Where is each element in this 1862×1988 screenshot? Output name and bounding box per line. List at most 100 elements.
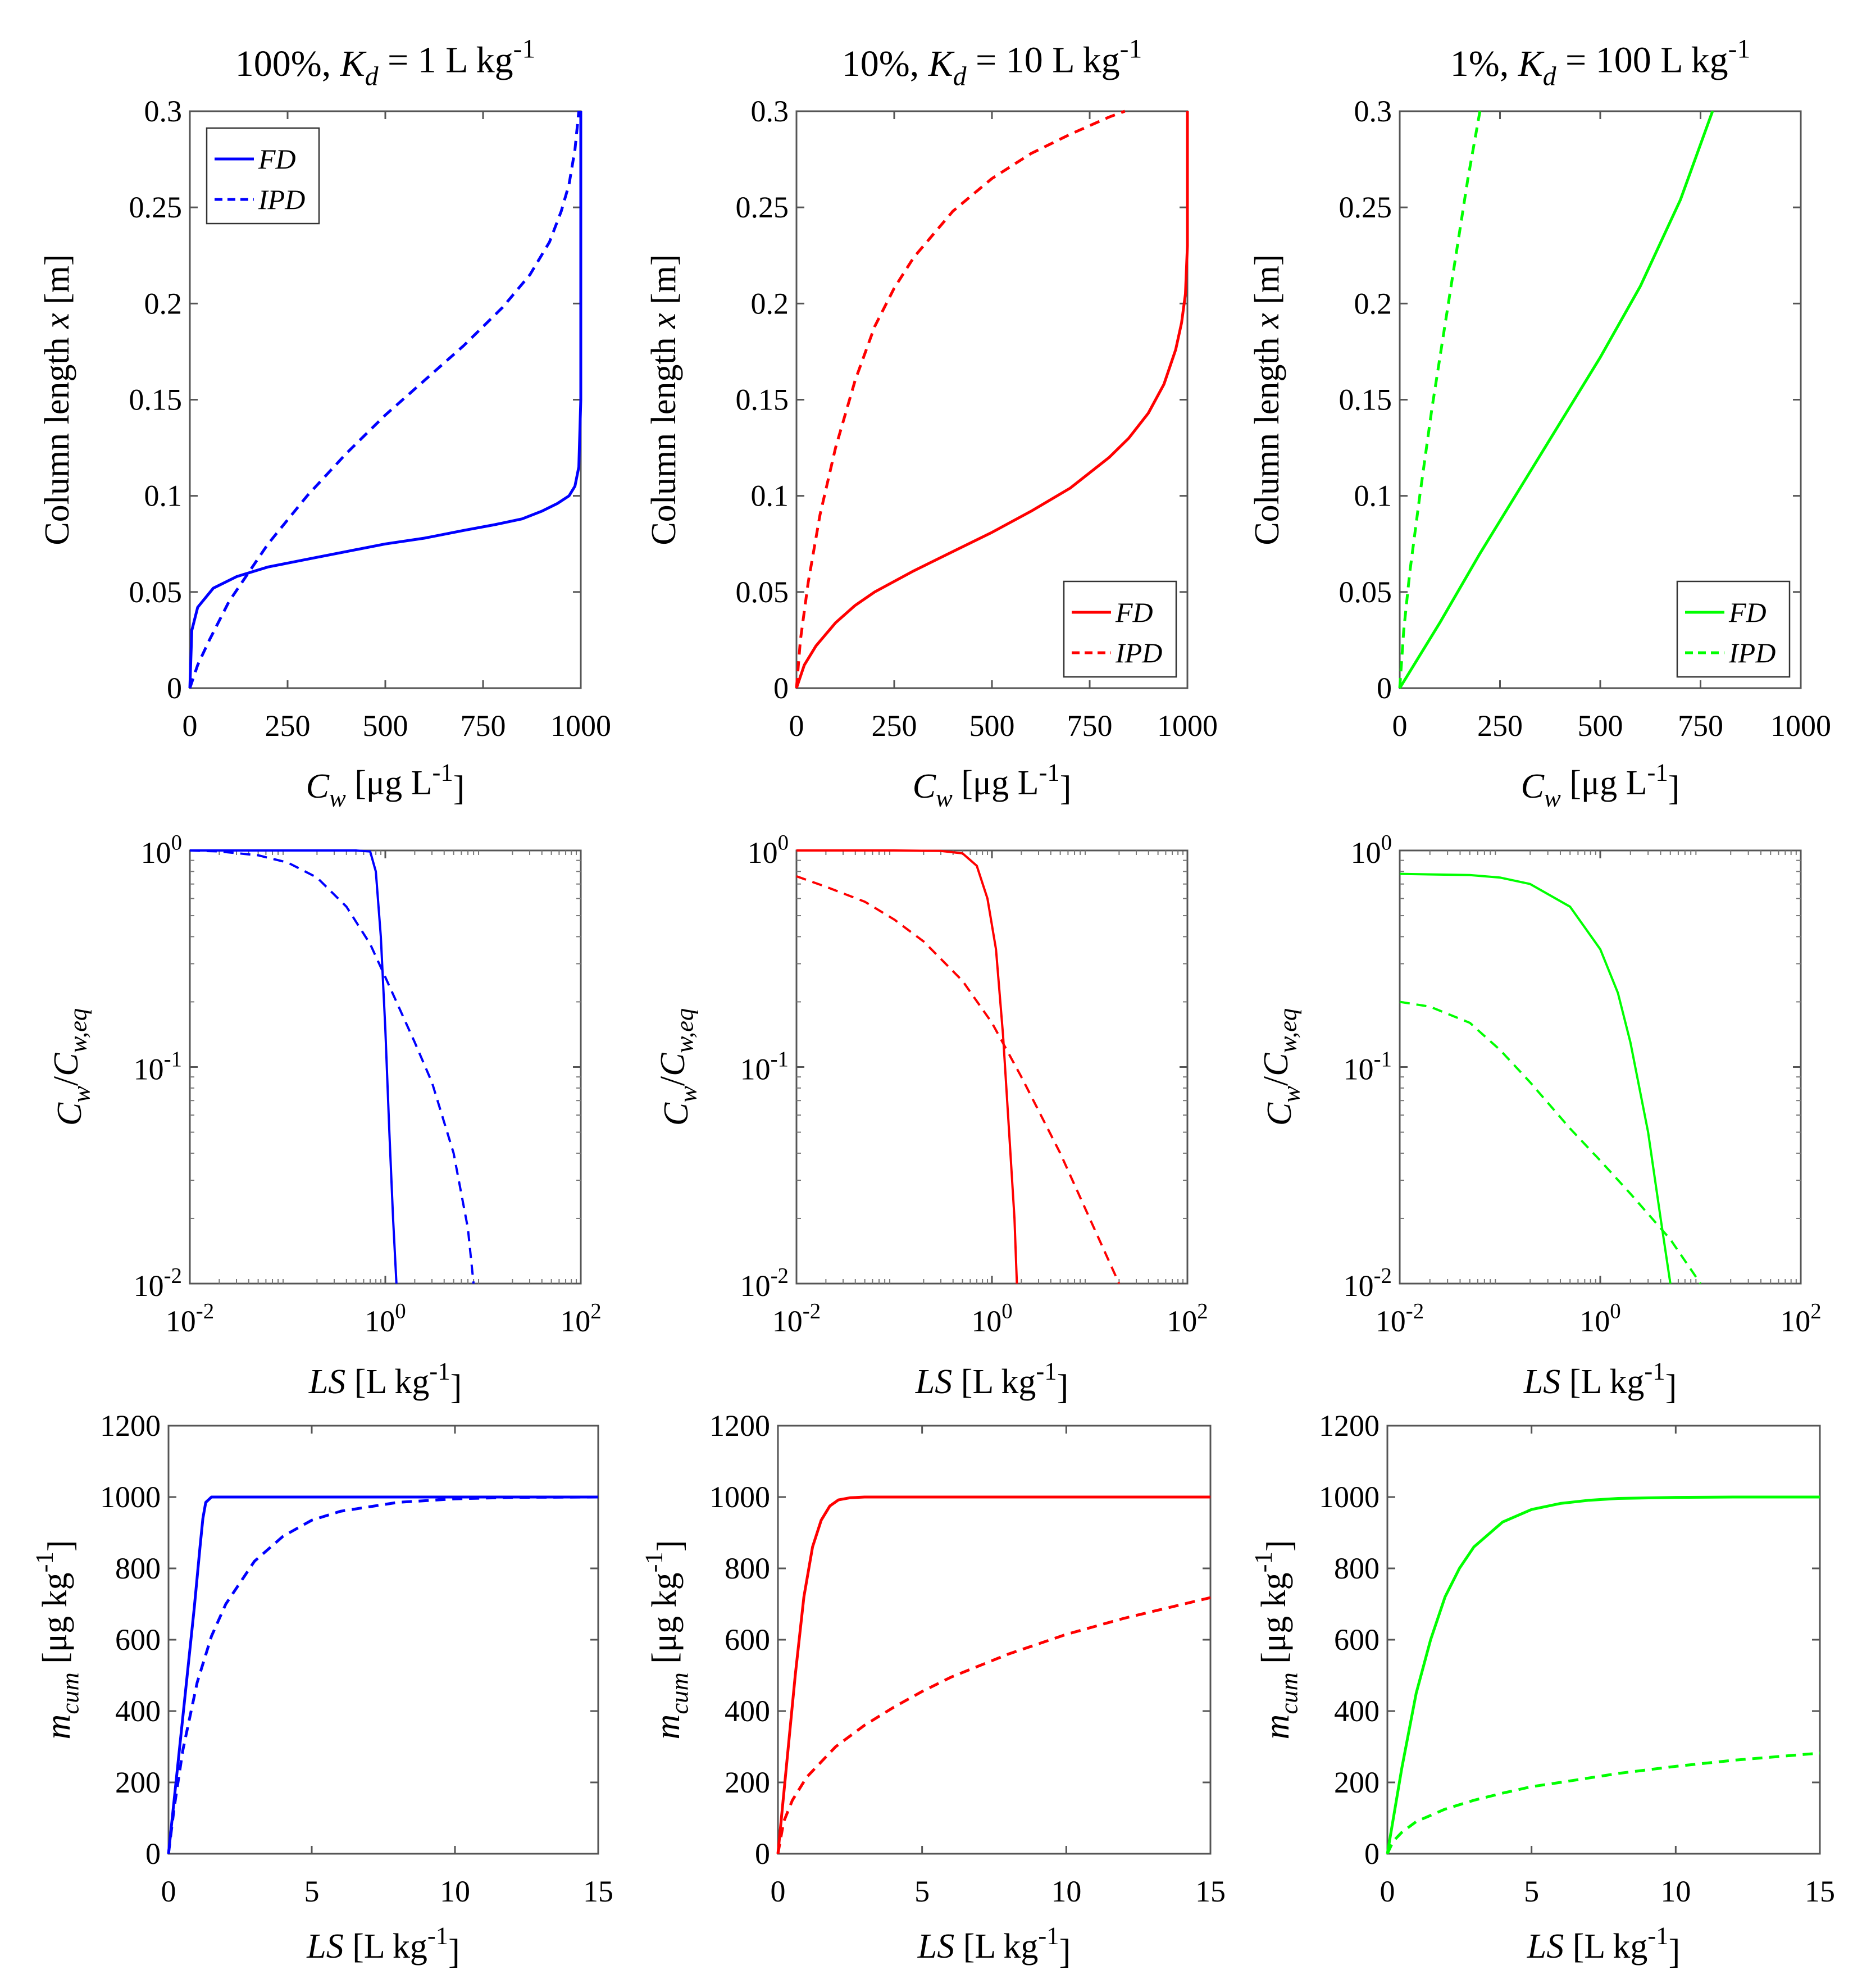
y-axis-label: mcum [μg kg-1] xyxy=(30,1540,84,1740)
x-tick-label: 10-2 xyxy=(772,1299,821,1338)
x-tick-label: 5 xyxy=(914,1875,930,1908)
axes-frame xyxy=(167,1425,599,1855)
series-line-ipd xyxy=(796,875,1121,1284)
axes-frame xyxy=(1386,1425,1821,1855)
panel-row2-col2: 10-2 100 102 10-2 10-1 100 LS [L kg-1] Cw/Cw,eq xyxy=(654,831,1208,1407)
y-tick-label: 0.05 xyxy=(1339,575,1392,609)
x-axis-label: Cw [μg L-1] xyxy=(913,758,1072,812)
y-tick-label: 1000 xyxy=(709,1480,770,1514)
y-tick-label: 400 xyxy=(115,1694,161,1728)
x-axis-label: Cw [μg L-1] xyxy=(306,758,465,812)
y-tick-label: 800 xyxy=(1334,1552,1380,1585)
axes-frame xyxy=(777,1425,1212,1855)
x-tick-label: 102 xyxy=(1167,1299,1208,1338)
legend-label-ipd: IPD xyxy=(1115,637,1162,668)
y-tick-label: 0 xyxy=(755,1837,770,1871)
x-tick-label: 1000 xyxy=(1157,709,1218,743)
y-tick-label: 100 xyxy=(141,831,182,870)
series-line-ipd xyxy=(1399,1000,1702,1285)
x-tick-label: 5 xyxy=(304,1875,320,1908)
y-tick-label: 0.05 xyxy=(736,575,789,609)
x-tick-label: 500 xyxy=(1578,709,1623,743)
x-tick-label: 250 xyxy=(1477,709,1523,743)
y-tick-label: 600 xyxy=(725,1623,770,1657)
x-tick-label: 100 xyxy=(365,1299,406,1338)
y-tick-label: 100 xyxy=(748,831,789,870)
legend-box xyxy=(1063,580,1177,678)
panel-row1-col3: 0 250 500 750 1000 0 0.05 0.1 0.15 0.2 0.25 0.3 1%, … xyxy=(1248,34,1831,812)
y-tick-label: 0.25 xyxy=(129,190,183,224)
y-tick-label: 100 xyxy=(1351,831,1392,870)
y-tick-label: 800 xyxy=(115,1552,161,1585)
y-tick-label: 10-1 xyxy=(1344,1047,1392,1086)
y-tick-label: 0.1 xyxy=(144,479,183,513)
x-tick-label: 500 xyxy=(363,709,408,743)
series-line-fd xyxy=(1399,872,1672,1284)
x-tick-label: 10-2 xyxy=(1376,1299,1424,1338)
series-line-fd xyxy=(796,849,1018,1284)
x-tick-label: 100 xyxy=(1579,1299,1620,1338)
series-line-ipd xyxy=(1386,1752,1820,1855)
y-tick-label: 0.15 xyxy=(129,383,183,417)
x-tick-label: 1000 xyxy=(1770,709,1831,743)
x-axis-label: Cw [μg L-1] xyxy=(1521,758,1680,812)
legend-label-fd: FD xyxy=(258,143,296,175)
x-tick-label: 500 xyxy=(969,709,1015,743)
panel-title: 10%, Kd = 10 L kg-1 xyxy=(842,34,1142,91)
x-tick-label: 10 xyxy=(1051,1875,1081,1908)
x-tick-label: 0 xyxy=(789,709,804,743)
y-tick-label: 200 xyxy=(725,1766,770,1799)
panel-row2-col1: 10-2 100 102 10-2 10-1 100 LS [L kg-1] Cw/Cw,eq xyxy=(47,831,602,1407)
legend-box xyxy=(206,127,320,225)
panel-title: 100%, Kd = 1 L kg-1 xyxy=(235,34,535,91)
legend-label-ipd: IPD xyxy=(1728,637,1775,668)
y-tick-label: 200 xyxy=(115,1766,161,1799)
x-axis-label: LS [L kg-1] xyxy=(915,1357,1069,1406)
legend-box xyxy=(1676,580,1791,678)
x-axis-label: LS [L kg-1] xyxy=(1523,1357,1677,1406)
panel-row1-col1: 0 250 500 750 1000 0 0.05 0.1 0.15 0.2 0.25 0.3 100%… xyxy=(38,34,611,812)
series-line-fd xyxy=(167,1495,598,1854)
series-line-fd xyxy=(776,1495,1210,1854)
y-tick-label: 10-1 xyxy=(134,1047,182,1086)
series-line-ipd xyxy=(776,1596,1211,1854)
y-tick-label: 0.05 xyxy=(129,575,183,609)
y-tick-label: 0.2 xyxy=(751,286,789,320)
y-tick-label: 0.3 xyxy=(751,94,789,128)
series-line-fd xyxy=(190,849,398,1284)
y-tick-label: 1000 xyxy=(1319,1480,1380,1514)
x-tick-label: 250 xyxy=(265,709,311,743)
y-axis-label: Column length x [m] xyxy=(645,254,683,545)
y-tick-label: 0.3 xyxy=(144,94,183,128)
y-tick-label: 10-1 xyxy=(740,1047,789,1086)
y-axis-label: mcum [μg kg-1] xyxy=(1249,1540,1303,1740)
x-tick-label: 15 xyxy=(1195,1875,1226,1908)
panel-row3-col2: 0 5 10 15 0 200 400 600 800 1000 1200 LS [L kg-1] mc… xyxy=(639,1409,1226,1971)
x-axis-label: LS [L kg-1] xyxy=(917,1921,1071,1971)
series-line-ipd xyxy=(1398,111,1482,689)
legend: FD IPD xyxy=(1063,580,1177,678)
y-axis-label: Cw/Cw,eq xyxy=(1257,1008,1305,1126)
y-axis-label: Column length x [m] xyxy=(38,254,76,545)
panel-row3-col3: 0 5 10 15 0 200 400 600 800 1000 1200 LS [L kg-1] mc… xyxy=(1249,1409,1835,1971)
x-tick-label: 100 xyxy=(971,1299,1012,1338)
series-line-ipd xyxy=(167,1495,599,1854)
x-tick-label: 750 xyxy=(461,709,506,743)
series-line-fd xyxy=(795,111,1189,689)
x-tick-label: 750 xyxy=(1678,709,1723,743)
x-tick-label: 10 xyxy=(440,1875,470,1908)
x-tick-label: 102 xyxy=(560,1299,601,1338)
x-tick-label: 0 xyxy=(1380,1875,1395,1908)
x-tick-label: 102 xyxy=(1780,1299,1821,1338)
y-tick-label: 0 xyxy=(773,671,789,705)
y-axis-label: mcum [μg kg-1] xyxy=(639,1540,693,1740)
x-axis-label: LS [L kg-1] xyxy=(1527,1921,1681,1971)
y-tick-label: 0.1 xyxy=(751,479,789,513)
y-axis-label: Column length x [m] xyxy=(1248,254,1286,545)
y-tick-label: 10-2 xyxy=(1344,1264,1392,1303)
y-tick-label: 10-2 xyxy=(740,1264,789,1303)
panel-row3-col1: 0 5 10 15 0 200 400 600 800 1000 1200 LS [L kg-1] mc… xyxy=(30,1409,613,1971)
x-tick-label: 15 xyxy=(1805,1875,1835,1908)
x-axis-label: LS [L kg-1] xyxy=(306,1921,460,1971)
